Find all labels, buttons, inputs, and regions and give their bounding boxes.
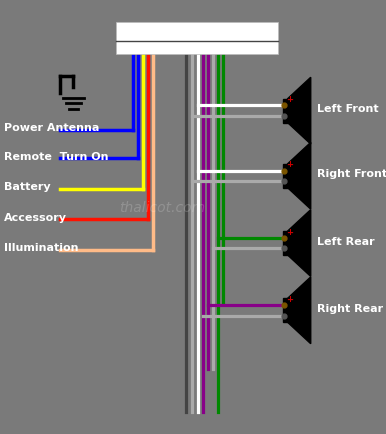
Text: Battery: Battery xyxy=(4,182,51,193)
Text: +: + xyxy=(286,295,293,304)
Polygon shape xyxy=(288,77,311,144)
Text: Left Rear: Left Rear xyxy=(317,237,374,247)
Text: thalicot.com: thalicot.com xyxy=(119,201,205,215)
Text: Power Antenna: Power Antenna xyxy=(4,123,99,133)
Text: Right Rear: Right Rear xyxy=(317,304,383,314)
Polygon shape xyxy=(288,210,311,276)
Text: +: + xyxy=(286,228,293,237)
Bar xyxy=(116,22,278,54)
Text: Accessory: Accessory xyxy=(4,213,67,223)
Text: +: + xyxy=(286,161,293,169)
Text: Right Front: Right Front xyxy=(317,169,386,180)
Text: Illumination: Illumination xyxy=(4,243,78,253)
Bar xyxy=(283,99,288,122)
Bar xyxy=(283,299,288,322)
Polygon shape xyxy=(288,142,311,209)
Polygon shape xyxy=(288,277,311,344)
Text: Left Front: Left Front xyxy=(317,104,378,115)
Text: +: + xyxy=(286,95,293,104)
Bar xyxy=(283,164,288,187)
Text: Remote  Turn On: Remote Turn On xyxy=(4,152,108,162)
Bar xyxy=(283,231,288,255)
